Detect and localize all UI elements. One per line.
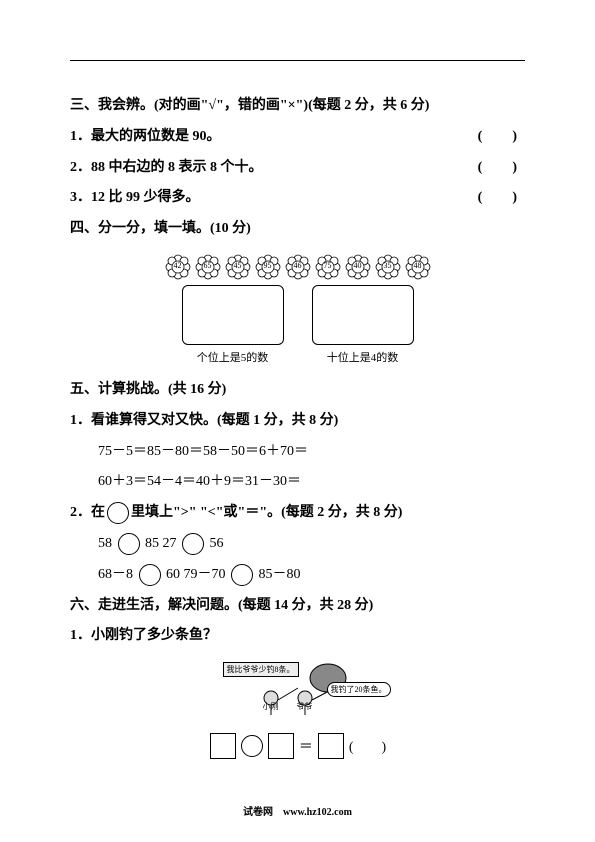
s3-q1: 1．最大的两位数是 90。 ( )	[70, 122, 525, 153]
equals-sign: ＝	[299, 740, 313, 755]
section6-title: 六、走进生活，解决问题。(每题 14 分，共 28 分)	[70, 591, 525, 622]
flower-number: 35	[374, 261, 402, 270]
flower-number: 46	[284, 261, 312, 270]
s5-q1-line2: 60＋3＝54－4＝40＋9＝31－30＝	[70, 467, 525, 498]
section4-title: 四、分一分，填一填。(10 分)	[70, 214, 525, 245]
flower-icon: 65	[194, 253, 222, 281]
s3-q3-text: 3．12 比 99 少得多。	[70, 190, 200, 205]
s3-q2-text: 2．88 中右边的 8 表示 8 个十。	[70, 160, 263, 175]
s5-q2-row2: 68－8 60 79－70 85－80	[70, 560, 525, 591]
s5-q2-pre: 2．在	[70, 505, 105, 520]
s5-q2-post: 里填上">" "<"或"＝"。(每题 2 分，共 8 分)	[131, 505, 402, 520]
square-blank	[268, 733, 294, 759]
speech-bubble-2: 我钓了20条鱼。	[327, 682, 391, 697]
flower-number: 40	[344, 261, 372, 270]
flower-number: 42	[164, 261, 192, 270]
cmp-a2: 85 27	[145, 536, 177, 551]
square-blank	[318, 733, 344, 759]
circle-icon	[107, 502, 129, 524]
circle-blank	[118, 533, 140, 555]
flower-icon: 42	[164, 253, 192, 281]
flower-number: 75	[314, 261, 342, 270]
s5-q1-line1: 75－5＝85－80＝58－50＝6＋70＝	[70, 437, 525, 468]
fishing-scene: 我比爷爷少钓8条。 我钓了20条鱼。 小刚 爷爷	[70, 660, 525, 725]
sort-boxes: 个位上是5的数 十位上是4的数	[70, 285, 525, 365]
section5-title: 五、计算挑战。(共 16 分)	[70, 375, 525, 406]
flower-icon: 75	[314, 253, 342, 281]
flower-number: 48	[404, 261, 432, 270]
eq-unit: ( )	[349, 740, 386, 755]
s5-q2-title: 2．在 里填上">" "<"或"＝"。(每题 2 分，共 8 分)	[70, 498, 525, 529]
flower-number: 95	[254, 261, 282, 270]
flower-icon: 95	[254, 253, 282, 281]
s5-q2-row1: 58 85 27 56	[70, 529, 525, 560]
flower-row: 426545954675403548	[70, 253, 525, 281]
circle-blank	[182, 533, 204, 555]
label-yeye: 爷爷	[297, 701, 313, 712]
s5-q1-title: 1．看谁算得又对又快。(每题 1 分，共 8 分)	[70, 406, 525, 437]
top-rule	[70, 60, 525, 61]
circle-blank	[139, 564, 161, 586]
s6-q1: 1．小刚钓了多少条鱼？	[70, 621, 525, 652]
square-blank	[210, 733, 236, 759]
s3-q2: 2．88 中右边的 8 表示 8 个十。 ( )	[70, 153, 525, 184]
box-2	[312, 285, 414, 345]
cmp-a3: 56	[210, 536, 224, 551]
cmp-b1: 68－8	[98, 567, 133, 582]
cmp-a1: 58	[98, 536, 112, 551]
s3-q1-text: 1．最大的两位数是 90。	[70, 129, 221, 144]
section3-title: 三、我会辨。(对的画"√"，错的画"×")(每题 2 分，共 6 分)	[70, 91, 525, 122]
cmp-b2: 60 79－70	[166, 567, 226, 582]
flower-number: 45	[224, 261, 252, 270]
s3-q3-paren: ( )	[478, 183, 525, 214]
flower-icon: 45	[224, 253, 252, 281]
flower-icon: 35	[374, 253, 402, 281]
s3-q1-paren: ( )	[478, 122, 525, 153]
box-1	[182, 285, 284, 345]
flower-icon: 46	[284, 253, 312, 281]
cmp-b3: 85－80	[259, 567, 301, 582]
s3-q3: 3．12 比 99 少得多。 ( )	[70, 183, 525, 214]
op-circle	[241, 735, 263, 757]
flower-icon: 40	[344, 253, 372, 281]
label-xiaogang: 小刚	[263, 701, 279, 712]
flower-number: 65	[194, 261, 222, 270]
flower-icon: 48	[404, 253, 432, 281]
equation-row: ＝ ( )	[70, 733, 525, 759]
box-1-label: 个位上是5的数	[182, 349, 284, 365]
s3-q2-paren: ( )	[478, 153, 525, 184]
box-2-label: 十位上是4的数	[312, 349, 414, 365]
page-footer: 试卷网 www.hz102.com	[0, 803, 595, 818]
circle-blank	[231, 564, 253, 586]
